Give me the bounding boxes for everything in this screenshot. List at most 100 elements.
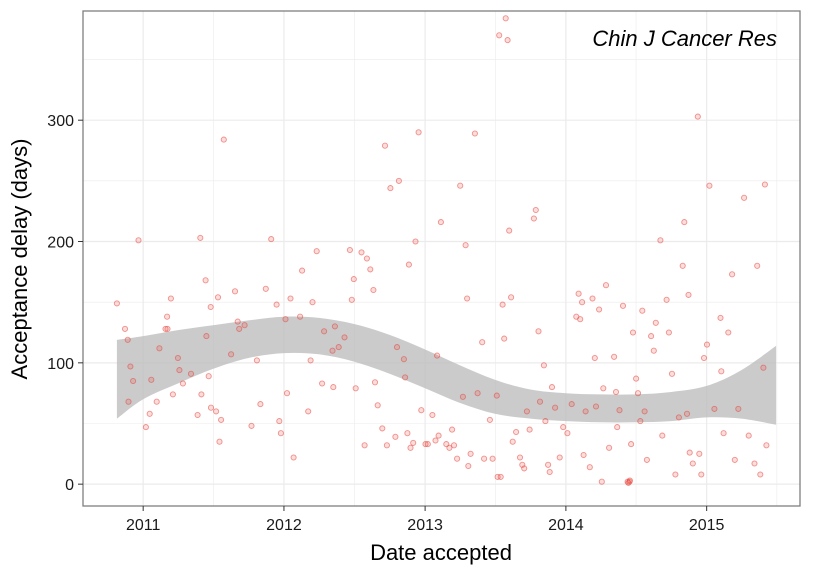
x-tick-label: 2014 [548,517,584,534]
data-point [381,142,389,149]
data-point [309,299,316,306]
data-point [523,408,530,415]
data-point [253,357,260,364]
data-point [213,408,220,415]
data-point [268,236,275,243]
data-point [679,262,686,269]
data-point [612,388,620,396]
data-point [241,322,248,329]
data-point [556,454,563,461]
data-point [400,356,407,363]
data-point [407,444,414,451]
data-point [735,405,742,412]
data-point [532,206,539,214]
data-point [257,401,264,408]
data-point [729,271,736,278]
data-point [628,441,635,448]
data-point [174,354,181,362]
data-point [686,449,693,456]
data-point [358,249,365,256]
data-point [169,391,176,398]
data-point [745,432,752,439]
data-point [596,306,603,313]
data-point [509,438,516,445]
data-point [450,442,458,449]
data-point [435,432,442,439]
data-point [579,299,586,306]
data-point [207,303,214,311]
data-point [277,430,284,437]
plot-panel [83,11,800,506]
data-point [392,433,399,440]
data-point [471,130,478,137]
data-point [231,288,239,295]
data-point [164,325,171,332]
data-point [633,375,640,382]
x-axis: 2011 2012 2013 2014 2015 [126,506,725,534]
data-point [552,404,559,411]
data-point [575,290,582,297]
data-point [479,339,486,346]
data-point [672,471,679,478]
y-tick-label: 0 [65,477,74,494]
data-point [305,408,312,415]
data-point [513,428,520,436]
data-point [582,408,589,415]
data-point [415,129,422,136]
data-point [194,411,201,419]
data-point [404,430,411,437]
data-point [276,418,283,425]
x-tick-label: 2011 [126,517,161,534]
data-point [197,234,204,241]
data-point [457,182,464,189]
data-point [299,267,306,274]
data-point [741,194,748,201]
data-point [216,438,223,445]
data-point [725,329,732,336]
data-point [589,295,596,302]
data-point [410,439,417,446]
data-point [560,424,567,431]
gridlines [83,11,800,506]
data-point [540,362,547,369]
data-point [198,391,205,398]
data-point [526,426,533,433]
data-point [668,370,676,377]
data-point [207,404,215,411]
data-point [176,367,183,374]
data-point [313,248,320,255]
data-point [321,328,328,335]
x-tick-label: 2013 [407,517,443,534]
data-point [650,347,657,354]
smooth-band [116,316,777,425]
data-point [519,461,526,468]
points-layer [113,15,770,486]
data-point [418,407,425,414]
data-point [331,323,338,330]
data-point [395,177,402,184]
data-point [262,285,269,292]
data-point [319,380,326,387]
data-point [218,416,225,423]
data-point [506,227,513,234]
data-point [683,410,691,417]
data-point [236,325,243,332]
data-point [287,295,294,302]
data-point [718,368,725,375]
data-point [167,295,174,302]
data-point [459,393,466,400]
data-point [335,344,342,351]
x-axis-title: Date accepted [370,540,512,565]
data-point [346,246,353,254]
data-point [449,426,456,433]
data-point [179,380,186,387]
data-point [634,390,642,397]
data-point [614,424,621,431]
data-point [121,325,129,332]
data-point [502,15,509,22]
data-point [637,418,644,425]
data-point [591,354,598,362]
data-point [297,313,304,320]
data-point [717,314,724,321]
